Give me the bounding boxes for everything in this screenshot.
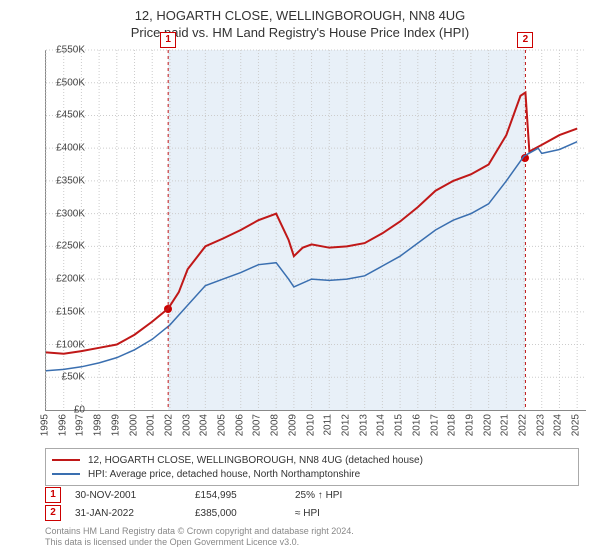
x-axis-label: 2006 xyxy=(234,414,245,436)
x-axis-label: 1996 xyxy=(57,414,68,436)
x-axis-label: 2023 xyxy=(535,414,546,436)
x-axis-label: 2000 xyxy=(128,414,139,436)
x-axis-label: 2007 xyxy=(252,414,263,436)
x-axis-label: 2019 xyxy=(464,414,475,436)
footer-line: Contains HM Land Registry data © Crown c… xyxy=(45,526,354,537)
x-axis-label: 2012 xyxy=(340,414,351,436)
transaction-delta: 25% ↑ HPI xyxy=(295,490,342,501)
series-line-hpi xyxy=(46,142,577,371)
transaction-row: 2 31-JAN-2022 £385,000 ≈ HPI xyxy=(45,504,342,522)
x-axis-label: 2024 xyxy=(553,414,564,436)
x-axis-label: 2014 xyxy=(376,414,387,436)
x-axis-label: 2001 xyxy=(146,414,157,436)
x-axis-label: 2016 xyxy=(411,414,422,436)
footer-attribution: Contains HM Land Registry data © Crown c… xyxy=(45,526,354,549)
x-axis-label: 2022 xyxy=(518,414,529,436)
chart-subtitle: Price paid vs. HM Land Registry's House … xyxy=(0,25,600,40)
series-svg xyxy=(46,50,586,410)
x-axis-label: 2003 xyxy=(181,414,192,436)
title-block: 12, HOGARTH CLOSE, WELLINGBOROUGH, NN8 4… xyxy=(0,0,600,40)
marker-callout: 2 xyxy=(517,32,533,48)
plot-region: 12 xyxy=(45,50,586,411)
transactions-table: 1 30-NOV-2001 £154,995 25% ↑ HPI 2 31-JA… xyxy=(45,486,342,522)
x-axis-label: 1997 xyxy=(75,414,86,436)
x-axis-label: 2021 xyxy=(500,414,511,436)
x-axis-label: 2018 xyxy=(447,414,458,436)
transaction-price: £154,995 xyxy=(195,490,295,501)
legend-label: HPI: Average price, detached house, Nort… xyxy=(88,469,360,480)
transaction-marker-icon: 1 xyxy=(45,487,61,503)
x-axis-label: 1995 xyxy=(40,414,51,436)
footer-line: This data is licensed under the Open Gov… xyxy=(45,537,354,548)
legend-item: 12, HOGARTH CLOSE, WELLINGBOROUGH, NN8 4… xyxy=(52,453,572,467)
x-axis-label: 2009 xyxy=(287,414,298,436)
series-line-property xyxy=(46,93,577,354)
transaction-date: 30-NOV-2001 xyxy=(75,490,195,501)
x-axis-label: 2015 xyxy=(394,414,405,436)
x-axis-label: 2005 xyxy=(217,414,228,436)
transaction-row: 1 30-NOV-2001 £154,995 25% ↑ HPI xyxy=(45,486,342,504)
legend-swatch xyxy=(52,459,80,461)
legend-label: 12, HOGARTH CLOSE, WELLINGBOROUGH, NN8 4… xyxy=(88,455,423,466)
x-axis-label: 2025 xyxy=(571,414,582,436)
transaction-delta: ≈ HPI xyxy=(295,508,320,519)
x-axis-label: 2008 xyxy=(270,414,281,436)
chart-area: 12 £0£50K£100K£150K£200K£250K£300K£350K£… xyxy=(45,50,585,410)
legend-swatch xyxy=(52,473,80,475)
x-axis-label: 1999 xyxy=(110,414,121,436)
legend: 12, HOGARTH CLOSE, WELLINGBOROUGH, NN8 4… xyxy=(45,448,579,486)
x-axis-label: 2002 xyxy=(163,414,174,436)
x-axis-label: 2004 xyxy=(199,414,210,436)
transaction-marker-icon: 2 xyxy=(45,505,61,521)
legend-item: HPI: Average price, detached house, Nort… xyxy=(52,467,572,481)
x-axis-label: 2011 xyxy=(323,414,334,436)
transaction-date: 31-JAN-2022 xyxy=(75,508,195,519)
x-axis-label: 2010 xyxy=(305,414,316,436)
transaction-price: £385,000 xyxy=(195,508,295,519)
x-axis-label: 2020 xyxy=(482,414,493,436)
x-axis-label: 1998 xyxy=(93,414,104,436)
chart-title-address: 12, HOGARTH CLOSE, WELLINGBOROUGH, NN8 4… xyxy=(0,8,600,23)
chart-container: 12, HOGARTH CLOSE, WELLINGBOROUGH, NN8 4… xyxy=(0,0,600,560)
x-axis-label: 2017 xyxy=(429,414,440,436)
x-axis-label: 2013 xyxy=(358,414,369,436)
marker-callout: 1 xyxy=(160,32,176,48)
